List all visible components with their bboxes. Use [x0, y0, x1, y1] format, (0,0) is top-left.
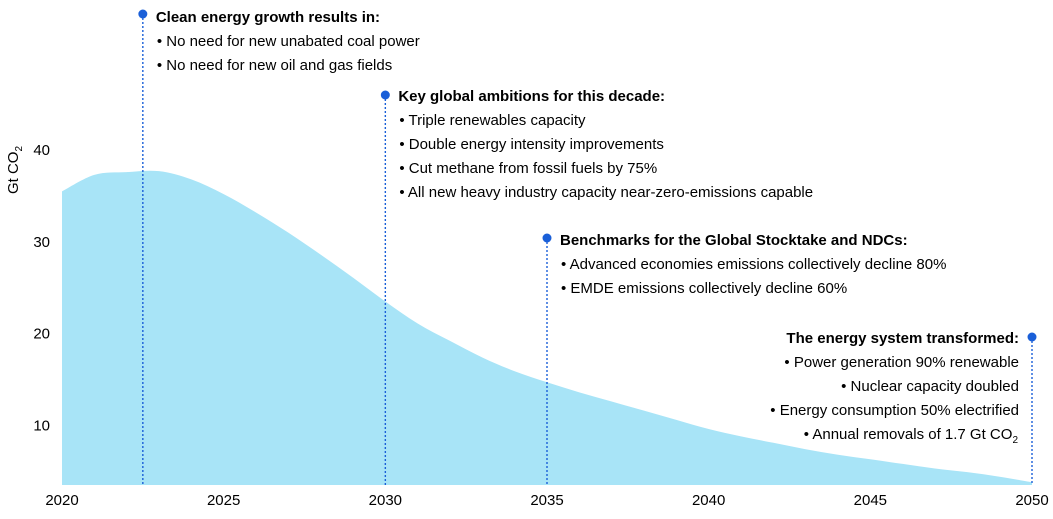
annotation-item: • No need for new oil and gas fields: [157, 57, 392, 74]
annotation-item: • Nuclear capacity doubled: [841, 378, 1019, 395]
y-tick-label: 30: [33, 234, 50, 251]
annotation-item: • Energy consumption 50% electrified: [770, 402, 1019, 419]
y-tick-label: 40: [33, 142, 50, 159]
annotation-item: • Cut methane from fossil fuels by 75%: [399, 160, 657, 177]
annotation-marker: [138, 9, 148, 19]
annotation-title: Clean energy growth results in:: [156, 9, 380, 26]
annotations: Clean energy growth results in: • No need…: [138, 9, 1037, 446]
x-tick-label: 2045: [854, 492, 887, 509]
y-axis: Gt CO2: [5, 146, 25, 195]
annotation-marker: [380, 90, 390, 100]
x-tick-label: 2020: [45, 492, 78, 509]
annotation-title: The energy system transformed:: [786, 330, 1019, 347]
annotation-item: • Double energy intensity improvements: [399, 136, 664, 153]
annotation-marker: [1027, 332, 1037, 342]
annotation-item: • Advanced economies emissions collectiv…: [561, 256, 946, 273]
emissions-area: [62, 170, 1032, 485]
annotation-item: • Triple renewables capacity: [399, 112, 586, 129]
annotation-title: Key global ambitions for this decade:: [398, 88, 665, 105]
annotation-item: • Annual removals of 1.7 Gt CO2: [804, 426, 1019, 446]
x-tick-label: 2030: [369, 492, 402, 509]
annotation-item: • EMDE emissions collectively decline 60…: [561, 280, 847, 297]
area-layer: [62, 170, 1032, 485]
annotation-lines: [142, 14, 1033, 485]
x-tick-label: 2025: [207, 492, 240, 509]
x-tick-label: 2050: [1015, 492, 1048, 509]
y-tick-labels: 10 20 30 40: [33, 142, 50, 434]
x-tick-label: 2035: [530, 492, 563, 509]
annotation-item: • All new heavy industry capacity near-z…: [399, 184, 813, 201]
annotation-marker: [542, 233, 552, 243]
y-tick-label: 10: [33, 417, 50, 434]
y-axis-label: Gt CO2: [5, 146, 25, 195]
annotation-item: • Power generation 90% renewable: [784, 354, 1019, 371]
x-tick-labels: 2020 2025 2030 2035 2040 2045 2050: [45, 492, 1048, 509]
annotation-title: Benchmarks for the Global Stocktake and …: [560, 232, 908, 249]
y-tick-label: 20: [33, 326, 50, 343]
annotation-item: • No need for new unabated coal power: [157, 33, 420, 50]
x-tick-label: 2040: [692, 492, 725, 509]
